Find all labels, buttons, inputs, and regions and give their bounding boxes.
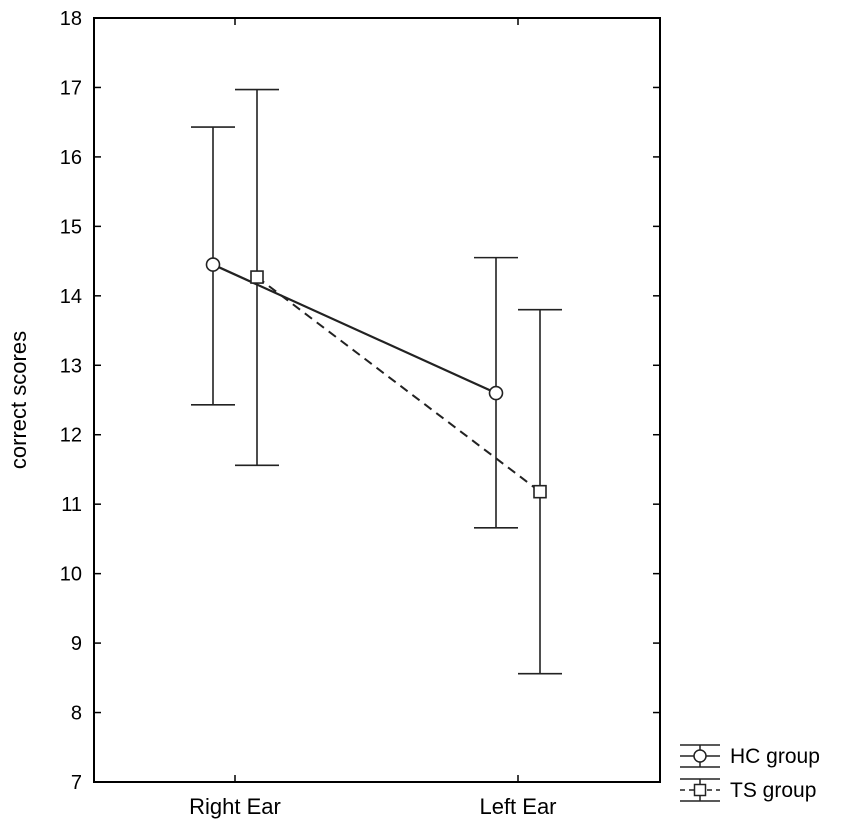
x-tick-label: Right Ear <box>189 794 281 819</box>
y-tick-label: 7 <box>71 772 82 794</box>
y-tick-label: 15 <box>60 216 82 238</box>
y-tick-label: 16 <box>60 147 82 169</box>
y-tick-label: 9 <box>71 633 82 655</box>
legend-marker-square <box>693 783 707 797</box>
error-bars <box>191 88 562 675</box>
y-tick-label: 10 <box>60 564 82 586</box>
series-line-2 <box>256 276 541 493</box>
y-tick-label: 13 <box>60 355 82 377</box>
series-lines <box>212 263 541 493</box>
data-point-circle <box>205 257 221 272</box>
legend-marker-circle <box>693 749 707 763</box>
y-tick-label: 8 <box>71 703 82 725</box>
plot-frame <box>93 17 661 783</box>
x-tick-label: Left Ear <box>479 794 556 819</box>
data-point-square <box>250 270 264 284</box>
y-axis-title: correct scores <box>6 331 31 469</box>
data-markers <box>205 257 547 499</box>
legend-label: HC group <box>730 745 820 768</box>
y-tick-label: 18 <box>60 8 82 30</box>
y-tick-label: 11 <box>61 494 82 516</box>
legend-label: TS group <box>730 779 816 802</box>
y-axis: 7 8 9 10 11 12 13 14 15 16 17 18 <box>60 8 660 794</box>
x-axis: Right Ear Left Ear <box>189 18 557 819</box>
y-tick-label: 12 <box>60 425 82 447</box>
data-point-circle <box>488 385 504 401</box>
y-tick-label: 14 <box>60 286 82 308</box>
y-tick-label: 17 <box>60 77 82 99</box>
series-line-1 <box>212 263 497 395</box>
legend: HC group TS group <box>680 744 820 802</box>
data-point-square <box>533 484 547 499</box>
